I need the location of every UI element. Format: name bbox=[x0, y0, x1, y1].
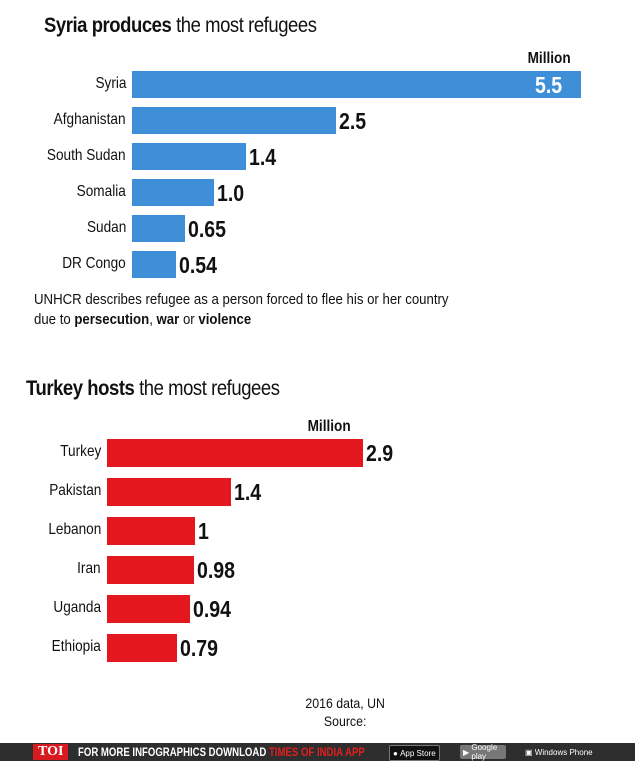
bar bbox=[132, 71, 581, 98]
toi-logo: TOI bbox=[33, 744, 69, 760]
category-label: Uganda bbox=[53, 599, 101, 616]
bar bbox=[132, 179, 214, 206]
bar bbox=[107, 595, 190, 623]
value-label: 0.94 bbox=[193, 596, 232, 622]
apple-icon: ● bbox=[393, 748, 401, 758]
bar bbox=[107, 478, 231, 506]
bar bbox=[132, 143, 247, 170]
category-label: Pakistan bbox=[48, 482, 101, 499]
bar bbox=[132, 107, 336, 134]
value-label: 0.54 bbox=[179, 252, 218, 278]
category-label: South Sudan bbox=[47, 147, 126, 164]
category-label: Lebanon bbox=[48, 521, 101, 538]
chart2-unit: Million bbox=[307, 418, 351, 435]
bar bbox=[107, 634, 177, 662]
value-label: 0.98 bbox=[196, 557, 235, 583]
chart1-title: Syria produces the most refugees bbox=[44, 14, 317, 37]
value-label: 5.5 bbox=[534, 72, 562, 98]
category-label: DR Congo bbox=[62, 255, 126, 272]
bar bbox=[107, 556, 194, 584]
chart2-title: Turkey hosts the most refugees bbox=[26, 377, 280, 400]
value-label: 2.9 bbox=[366, 440, 394, 466]
category-label: Syria bbox=[95, 75, 126, 92]
category-label: Iran bbox=[77, 560, 101, 577]
bar bbox=[132, 251, 177, 278]
category-label: Ethiopia bbox=[51, 638, 101, 655]
definition-note: UNHCR describes refugee as a person forc… bbox=[34, 291, 449, 328]
category-label: Sudan bbox=[86, 219, 126, 236]
bar bbox=[107, 517, 196, 545]
category-label: Afghanistan bbox=[54, 111, 126, 128]
value-label: 1 bbox=[198, 518, 210, 544]
value-label: 1.4 bbox=[233, 479, 261, 505]
bar bbox=[132, 215, 186, 242]
bar bbox=[107, 439, 364, 467]
value-label: 0.79 bbox=[179, 635, 218, 661]
value-label: 2.5 bbox=[339, 108, 367, 134]
windows-icon: ▣ bbox=[525, 747, 535, 757]
footer-text: FOR MORE INFOGRAPHICS DOWNLOAD TIMES OF … bbox=[78, 745, 366, 759]
google-play-badge[interactable]: ▶ Google play bbox=[460, 743, 506, 761]
category-label: Somalia bbox=[76, 183, 126, 200]
value-label: 1.0 bbox=[216, 180, 244, 206]
app-store-badge[interactable]: ● App Store bbox=[389, 745, 440, 761]
value-label: 0.65 bbox=[188, 216, 227, 242]
windows-phone-badge[interactable]: ▣ Windows Phone bbox=[522, 745, 596, 759]
play-icon: ▶ bbox=[463, 747, 472, 757]
category-label: Turkey bbox=[59, 443, 101, 460]
source-note: 2016 data, UN Source: bbox=[305, 695, 385, 729]
chart1-unit: Million bbox=[527, 50, 571, 67]
value-label: 1.4 bbox=[249, 144, 277, 170]
